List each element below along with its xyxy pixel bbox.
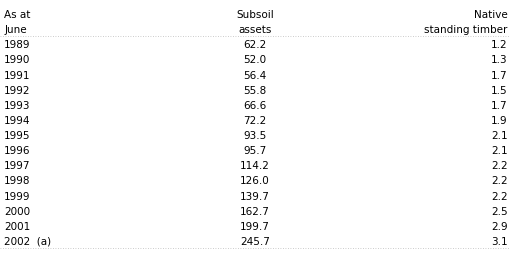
- Text: 1997: 1997: [4, 161, 31, 171]
- Text: 1990: 1990: [4, 56, 31, 66]
- Text: 1992: 1992: [4, 86, 31, 96]
- Text: June: June: [4, 25, 26, 35]
- Text: 1994: 1994: [4, 116, 31, 126]
- Text: 1999: 1999: [4, 192, 31, 201]
- Text: standing timber: standing timber: [423, 25, 506, 35]
- Text: 2000: 2000: [4, 207, 30, 217]
- Text: 114.2: 114.2: [240, 161, 269, 171]
- Text: 1989: 1989: [4, 40, 31, 50]
- Text: 66.6: 66.6: [243, 101, 266, 111]
- Text: 95.7: 95.7: [243, 146, 266, 156]
- Text: 1.2: 1.2: [490, 40, 506, 50]
- Text: 2.2: 2.2: [490, 192, 506, 201]
- Text: 1996: 1996: [4, 146, 31, 156]
- Text: Subsoil: Subsoil: [236, 10, 273, 20]
- Text: 126.0: 126.0: [240, 176, 269, 186]
- Text: 245.7: 245.7: [240, 237, 269, 247]
- Text: 2.5: 2.5: [490, 207, 506, 217]
- Text: 2.1: 2.1: [490, 146, 506, 156]
- Text: 1.3: 1.3: [490, 56, 506, 66]
- Text: 1991: 1991: [4, 71, 31, 81]
- Text: As at: As at: [4, 10, 31, 20]
- Text: 72.2: 72.2: [243, 116, 266, 126]
- Text: 1.5: 1.5: [490, 86, 506, 96]
- Text: 62.2: 62.2: [243, 40, 266, 50]
- Text: 56.4: 56.4: [243, 71, 266, 81]
- Text: 52.0: 52.0: [243, 56, 266, 66]
- Text: 1.7: 1.7: [490, 71, 506, 81]
- Text: 2.1: 2.1: [490, 131, 506, 141]
- Text: assets: assets: [238, 25, 271, 35]
- Text: 2001: 2001: [4, 222, 30, 232]
- Text: 3.1: 3.1: [490, 237, 506, 247]
- Text: 1.7: 1.7: [490, 101, 506, 111]
- Text: 55.8: 55.8: [243, 86, 266, 96]
- Text: 93.5: 93.5: [243, 131, 266, 141]
- Text: 2.2: 2.2: [490, 176, 506, 186]
- Text: 139.7: 139.7: [240, 192, 269, 201]
- Text: 2.2: 2.2: [490, 161, 506, 171]
- Text: 1995: 1995: [4, 131, 31, 141]
- Text: 1.9: 1.9: [490, 116, 506, 126]
- Text: 2.9: 2.9: [490, 222, 506, 232]
- Text: 2002  (a): 2002 (a): [4, 237, 51, 247]
- Text: 1998: 1998: [4, 176, 31, 186]
- Text: 162.7: 162.7: [240, 207, 269, 217]
- Text: 199.7: 199.7: [240, 222, 269, 232]
- Text: 1993: 1993: [4, 101, 31, 111]
- Text: Native: Native: [473, 10, 506, 20]
